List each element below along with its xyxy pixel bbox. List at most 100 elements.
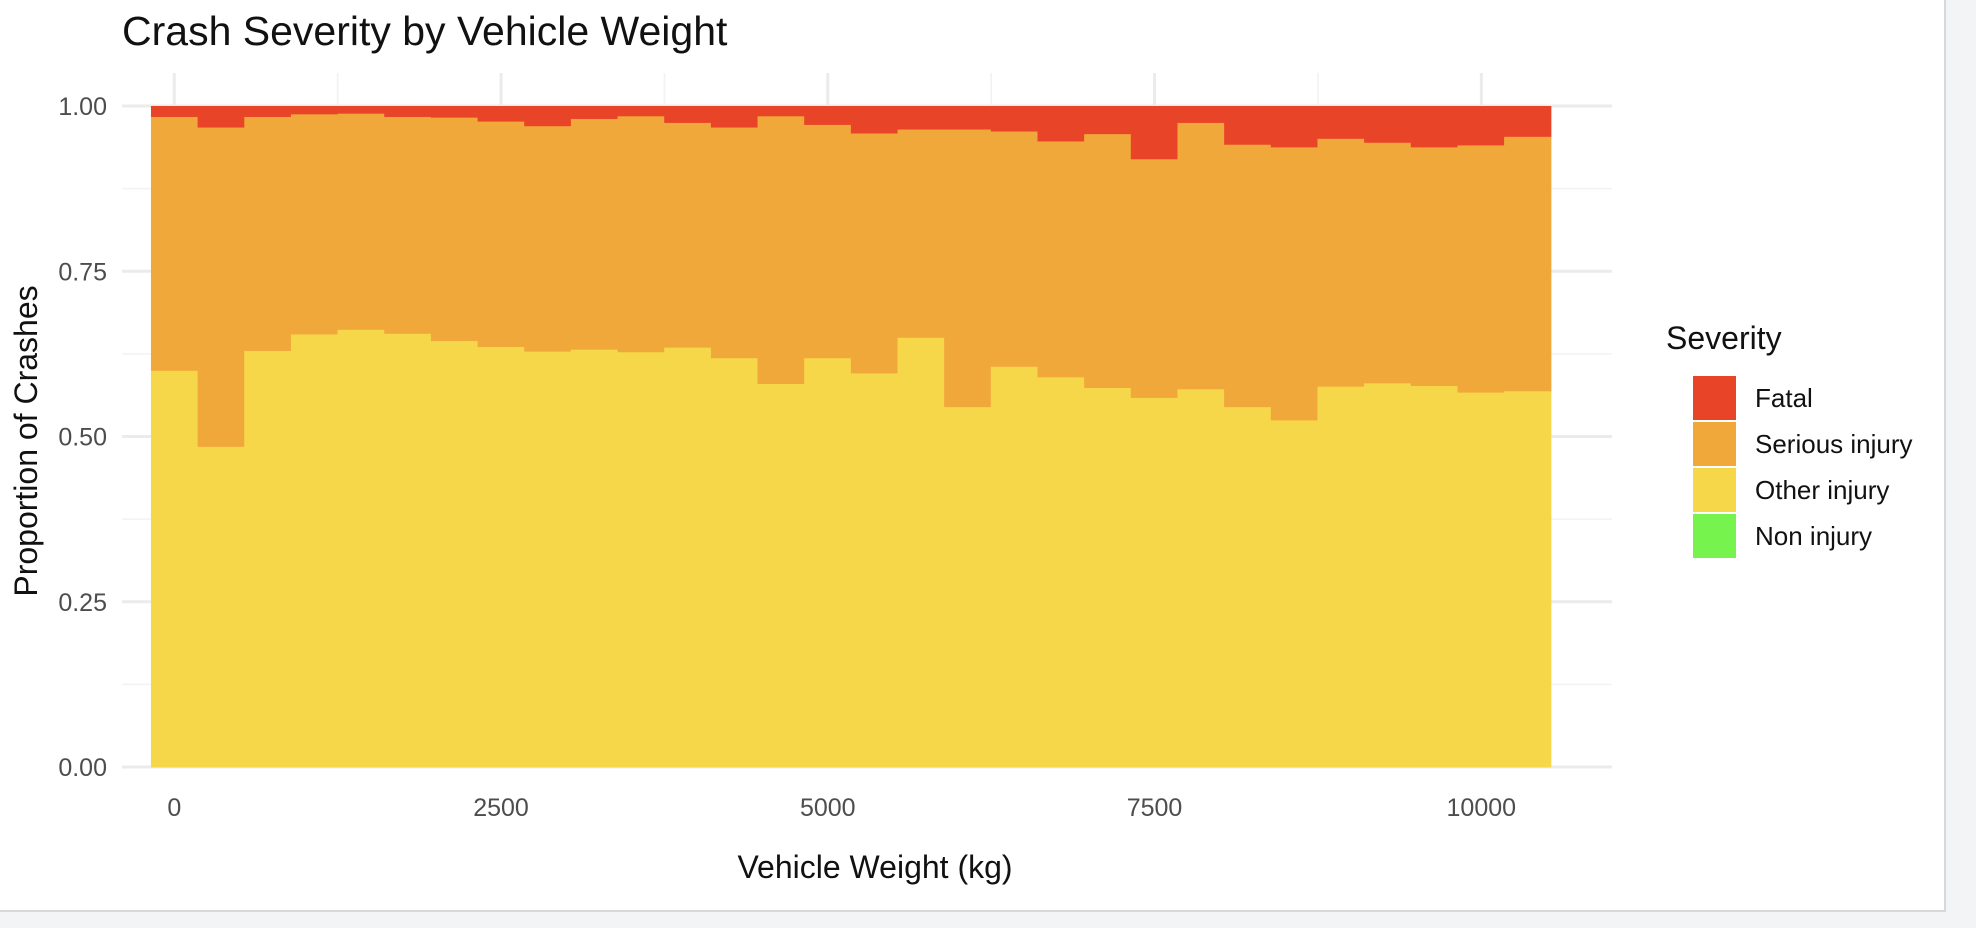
- chart-canvas: 0.00 0.25 0.50 0.75 1.00 0 2500 5000 7500 10000 C…: [8, 8, 1913, 885]
- bar-other-injury: [1457, 392, 1505, 768]
- bar-serious-injury: [990, 131, 1039, 367]
- bar-fatal: [850, 106, 899, 134]
- bar-serious-injury: [524, 125, 572, 352]
- bar-fatal: [430, 106, 479, 118]
- bar-serious-injury: [244, 116, 292, 351]
- bar-other-injury: [1177, 388, 1225, 768]
- x-tick-label: 2500: [473, 794, 529, 822]
- bar-other-injury: [1410, 385, 1459, 768]
- bar-other-injury: [757, 383, 805, 768]
- bar-fatal: [1504, 106, 1552, 137]
- x-tick-label: 5000: [800, 794, 856, 822]
- bar-fatal: [1410, 106, 1459, 148]
- bar-serious-injury: [1084, 133, 1132, 388]
- y-axis-title: Proportion of Crashes: [8, 285, 44, 596]
- bar-other-injury: [1317, 386, 1365, 768]
- x-tick-label: 0: [167, 794, 181, 822]
- bar-fatal: [757, 106, 805, 117]
- bar-other-injury: [1037, 377, 1085, 768]
- bar-fatal: [1084, 106, 1132, 135]
- bar-other-injury: [710, 357, 759, 768]
- bars-layer: [150, 106, 1552, 768]
- legend: Severity Fatal Serious injury Other injury…: [1666, 320, 1913, 558]
- x-tick-label: 7500: [1127, 794, 1183, 822]
- bar-fatal: [1457, 106, 1505, 146]
- bar-fatal: [664, 106, 712, 123]
- bar-serious-injury: [337, 113, 385, 330]
- bar-serious-injury: [1130, 158, 1179, 398]
- bar-other-injury: [617, 351, 665, 768]
- bar-other-injury: [1130, 397, 1179, 768]
- bar-other-injury: [570, 349, 619, 768]
- bar-other-injury: [477, 346, 525, 768]
- y-tick-label: 0.25: [58, 589, 107, 617]
- bar-serious-injury: [850, 133, 899, 374]
- bar-other-injury: [290, 334, 339, 768]
- bar-other-injury: [804, 357, 852, 768]
- bar-other-injury: [897, 337, 945, 768]
- bar-serious-injury: [1270, 146, 1319, 421]
- bar-serious-injury: [150, 116, 199, 371]
- bar-fatal: [1224, 106, 1272, 145]
- bar-fatal: [384, 106, 432, 117]
- x-tick-label: 10000: [1447, 794, 1517, 822]
- bar-fatal: [804, 106, 852, 125]
- axis-layer: 0.00 0.25 0.50 0.75 1.00 0 2500 5000 7500 10000: [58, 93, 1516, 822]
- legend-swatch-fatal: [1693, 376, 1736, 420]
- y-tick-label: 1.00: [58, 93, 107, 121]
- bar-fatal: [1037, 106, 1085, 142]
- bar-serious-injury: [1224, 144, 1272, 408]
- bar-fatal: [197, 106, 245, 128]
- bar-fatal: [1130, 106, 1179, 160]
- bar-other-injury: [990, 366, 1039, 768]
- bar-fatal: [710, 106, 759, 128]
- bar-other-injury: [944, 406, 992, 768]
- bar-fatal: [1270, 106, 1319, 148]
- x-axis-title: Vehicle Weight (kg): [737, 849, 1012, 885]
- bar-serious-injury: [1457, 144, 1505, 393]
- legend-label: Non injury: [1755, 521, 1872, 551]
- bar-serious-injury: [1504, 136, 1552, 392]
- bar-serious-injury: [617, 115, 665, 353]
- bar-other-injury: [384, 333, 432, 768]
- bar-serious-injury: [430, 117, 479, 342]
- bar-fatal: [290, 106, 339, 115]
- bar-serious-injury: [1410, 146, 1459, 387]
- bar-other-injury: [850, 373, 899, 768]
- bar-fatal: [524, 106, 572, 127]
- chart-frame: 0.00 0.25 0.50 0.75 1.00 0 2500 5000 7500 10000 C…: [0, 0, 1946, 912]
- bar-fatal: [990, 106, 1039, 132]
- y-tick-label: 0.00: [58, 754, 107, 782]
- bar-serious-injury: [897, 129, 945, 338]
- bar-fatal: [477, 106, 525, 122]
- bar-other-injury: [244, 350, 292, 768]
- bar-serious-injury: [710, 127, 759, 359]
- legend-swatch-other-injury: [1693, 468, 1736, 512]
- bar-serious-injury: [290, 113, 339, 335]
- bar-serious-injury: [1364, 142, 1412, 384]
- bar-other-injury: [664, 347, 712, 768]
- legend-label: Other injury: [1755, 475, 1889, 505]
- legend-swatch-serious-injury: [1693, 422, 1736, 466]
- bar-other-injury: [197, 446, 245, 768]
- legend-label: Fatal: [1755, 383, 1813, 413]
- bar-other-injury: [150, 370, 199, 768]
- chart-title: Crash Severity by Vehicle Weight: [122, 8, 728, 54]
- bar-other-injury: [337, 329, 385, 768]
- bar-serious-injury: [1037, 141, 1085, 378]
- bar-serious-injury: [384, 116, 432, 334]
- bar-serious-injury: [804, 124, 852, 359]
- legend-label: Serious injury: [1755, 429, 1913, 459]
- bar-serious-injury: [197, 127, 245, 447]
- bar-other-injury: [1084, 387, 1132, 768]
- bar-serious-injury: [757, 115, 805, 385]
- legend-title: Severity: [1666, 320, 1782, 356]
- bar-fatal: [944, 106, 992, 130]
- bar-fatal: [244, 106, 292, 117]
- bar-fatal: [570, 106, 619, 119]
- bar-fatal: [1177, 106, 1225, 123]
- bar-fatal: [337, 106, 385, 114]
- bar-serious-injury: [1177, 122, 1225, 390]
- bar-serious-injury: [570, 118, 619, 350]
- legend-swatch-non-injury: [1693, 514, 1736, 558]
